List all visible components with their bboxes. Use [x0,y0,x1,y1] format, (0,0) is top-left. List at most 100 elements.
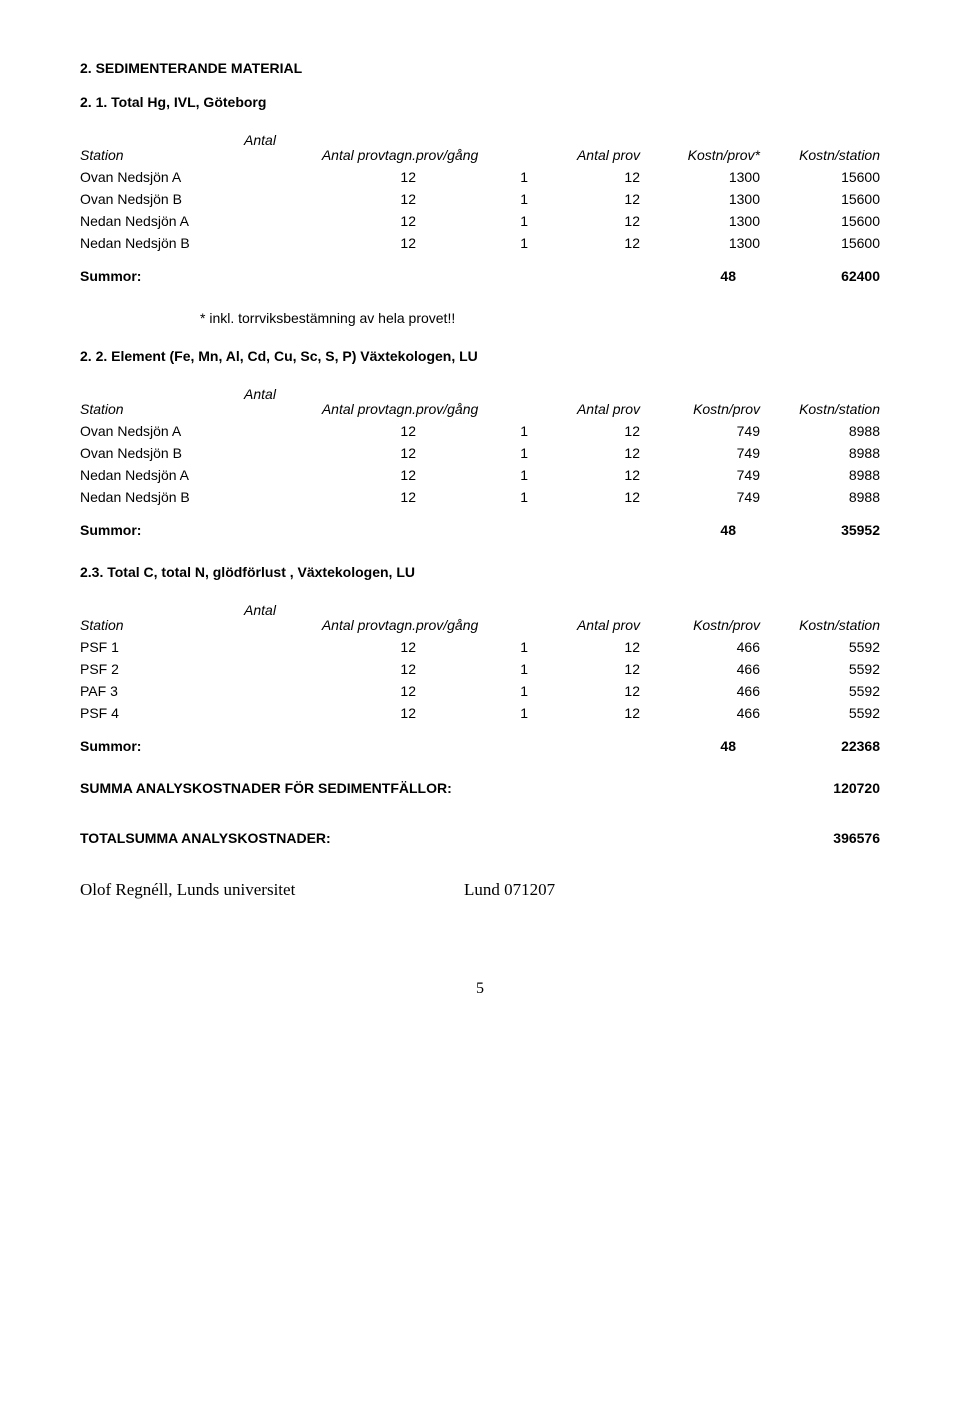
summor-v1: 48 [640,738,736,754]
summor-1: Summor: 48 62400 [80,268,880,284]
th-kostnprov: Kostn/prov [640,614,760,636]
table-cell: Ovan Nedsjön A [80,420,256,442]
footer-place-date: Lund 071207 [464,880,880,900]
table-cell: 5592 [760,658,880,680]
th-provtagn: Antal provtagn. [256,398,416,420]
table-cell: 12 [528,636,640,658]
table-row: Ovan Nedsjön B121127498988 [80,442,880,464]
table-row: PAF 3121124665592 [80,680,880,702]
table-cell: Ovan Nedsjön B [80,188,256,210]
totalsumma-label: TOTALSUMMA ANALYSKOSTNADER: [80,830,833,846]
table-cell: 1 [416,680,528,702]
th-kostnstation: Kostn/station [760,144,880,166]
totalsumma: TOTALSUMMA ANALYSKOSTNADER: 396576 [80,830,880,846]
table-cell: 12 [256,232,416,254]
table-cell: Nedan Nedsjön B [80,232,256,254]
table-cell: 1 [416,442,528,464]
table-cell: 12 [528,464,640,486]
table-cell: 12 [256,210,416,232]
table-cell: 1 [416,420,528,442]
table-cell: PSF 1 [80,636,256,658]
th-station: Station [80,398,256,420]
th-antalprov: Antal prov [528,398,640,420]
table-cell: 12 [256,486,416,508]
th-station: Station [80,144,256,166]
table-cell: 1300 [640,232,760,254]
table-cell: 12 [256,188,416,210]
table-row: PSF 4121124665592 [80,702,880,724]
table-row: Nedan Nedsjön A121127498988 [80,464,880,486]
summa-sediment: SUMMA ANALYSKOSTNADER FÖR SEDIMENTFÄLLOR… [80,780,880,796]
table-cell: PSF 2 [80,658,256,680]
table-cell: 466 [640,702,760,724]
th-kostnstation: Kostn/station [760,614,880,636]
table-1: Station Antal provtagn. prov/gång Antal … [80,144,880,254]
table-cell: 466 [640,658,760,680]
table-cell: 12 [528,442,640,464]
table-cell: 15600 [760,232,880,254]
footer: Olof Regnéll, Lunds universitet Lund 071… [80,880,880,900]
th-kostnprov: Kostn/prov* [640,144,760,166]
th-provgang: prov/gång [416,614,528,636]
table-cell: 12 [528,702,640,724]
table-cell: 466 [640,680,760,702]
totalsumma-value: 396576 [833,830,880,846]
table-cell: Ovan Nedsjön B [80,442,256,464]
th-antalprov: Antal prov [528,144,640,166]
table-row: Nedan Nedsjön B12112130015600 [80,232,880,254]
th-station: Station [80,614,256,636]
table-cell: 12 [256,636,416,658]
table-cell: 1300 [640,166,760,188]
table-cell: 1 [416,166,528,188]
th-antalprov: Antal prov [528,614,640,636]
footer-author: Olof Regnéll, Lunds universitet [80,880,464,900]
table-cell: 5592 [760,680,880,702]
table-cell: 8988 [760,486,880,508]
th-provgang: prov/gång [416,398,528,420]
section-heading: 2. SEDIMENTERANDE MATERIAL [80,60,880,76]
summor-3: Summor: 48 22368 [80,738,880,754]
th-kostnprov: Kostn/prov [640,398,760,420]
th-kostnstation: Kostn/station [760,398,880,420]
footnote-1: * inkl. torrviksbestämning av hela prove… [200,310,880,326]
table-cell: 12 [528,166,640,188]
table-cell: 749 [640,486,760,508]
table-row: Ovan Nedsjön B12112130015600 [80,188,880,210]
table-cell: 12 [528,680,640,702]
table-cell: 12 [528,232,640,254]
table-cell: Nedan Nedsjön B [80,486,256,508]
table-cell: 12 [256,702,416,724]
table-cell: 8988 [760,442,880,464]
table-cell: Nedan Nedsjön A [80,464,256,486]
table-cell: 12 [528,486,640,508]
table-cell: 1 [416,636,528,658]
table-row: Nedan Nedsjön A12112130015600 [80,210,880,232]
table-cell: 749 [640,420,760,442]
table-cell: 1300 [640,210,760,232]
summor-label: Summor: [80,268,640,284]
subsection-1-title: 2. 1. Total Hg, IVL, Göteborg [80,94,880,110]
table-cell: PSF 4 [80,702,256,724]
table-cell: 15600 [760,210,880,232]
table-cell: 15600 [760,166,880,188]
summor-label: Summor: [80,522,640,538]
table-cell: Nedan Nedsjön A [80,210,256,232]
table-cell: 12 [256,658,416,680]
table-row: PSF 1121124665592 [80,636,880,658]
table-row: Nedan Nedsjön B121127498988 [80,486,880,508]
th-provtagn: Antal provtagn. [256,614,416,636]
table-header-row: Station Antal provtagn. prov/gång Antal … [80,398,880,420]
table-cell: 1 [416,188,528,210]
table-cell: 5592 [760,702,880,724]
table-cell: 1 [416,210,528,232]
table-cell: 5592 [760,636,880,658]
summor-2: Summor: 48 35952 [80,522,880,538]
table-header-row: Station Antal provtagn. prov/gång Antal … [80,144,880,166]
table-3: Station Antal provtagn. prov/gång Antal … [80,614,880,724]
table-header-row: Station Antal provtagn. prov/gång Antal … [80,614,880,636]
summa-sediment-label: SUMMA ANALYSKOSTNADER FÖR SEDIMENTFÄLLOR… [80,780,833,796]
th-provgang: prov/gång [416,144,528,166]
table-cell: 1 [416,658,528,680]
table-cell: 12 [256,442,416,464]
summor-label: Summor: [80,738,640,754]
